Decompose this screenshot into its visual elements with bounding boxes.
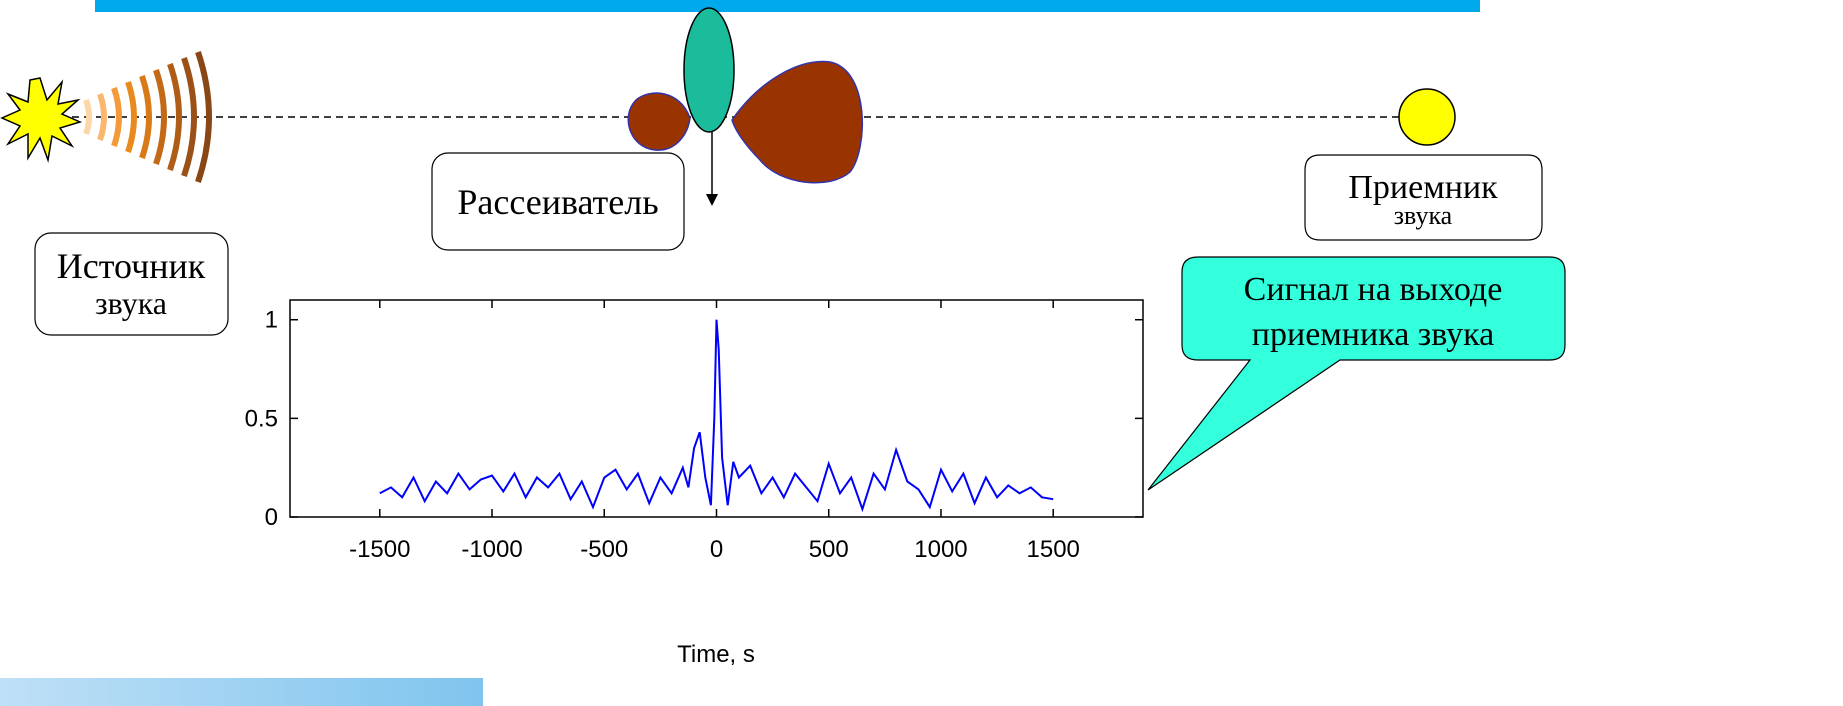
- receiver-box: [1304, 154, 1543, 241]
- chart: Time, s -1500 -1000 -500 0 500 1000 1500 0 0.5 1: [245, 299, 1144, 668]
- x-tick-label: 0: [710, 536, 723, 563]
- source-label: Источник: [57, 246, 206, 286]
- x-tick-label: -1000: [461, 536, 522, 563]
- x-tick-label: -1500: [349, 536, 410, 563]
- y-tick-label: 0.5: [245, 405, 278, 432]
- y-tick-label: 1: [265, 307, 278, 334]
- scatterer-box: [431, 152, 685, 251]
- x-tick-label: 1000: [914, 536, 967, 563]
- sound-source-icon: [0, 51, 212, 183]
- scatterer-label: Рассеиватель: [457, 182, 658, 222]
- callout-label: приемника звука: [1252, 316, 1494, 353]
- signal-line: [379, 319, 1054, 513]
- source-box: [34, 232, 229, 336]
- x-tick-label: 500: [809, 536, 849, 563]
- y-tick-label: 0: [265, 504, 278, 531]
- callout-label: Сигнал на выходе: [1244, 271, 1503, 308]
- source-label: звука: [95, 285, 167, 321]
- top-bar: [95, 0, 1480, 12]
- receiver-label: Приемник: [1348, 169, 1498, 206]
- x-tick-label: 1500: [1027, 536, 1080, 563]
- scatterer-icon: [627, 7, 863, 206]
- callout: [1147, 256, 1566, 491]
- receiver-label: звука: [1394, 201, 1453, 230]
- x-tick-label: -500: [580, 536, 628, 563]
- x-axis-label: Time, s: [677, 641, 755, 668]
- receiver-icon: [1398, 88, 1456, 146]
- bottom-bar: [0, 678, 483, 706]
